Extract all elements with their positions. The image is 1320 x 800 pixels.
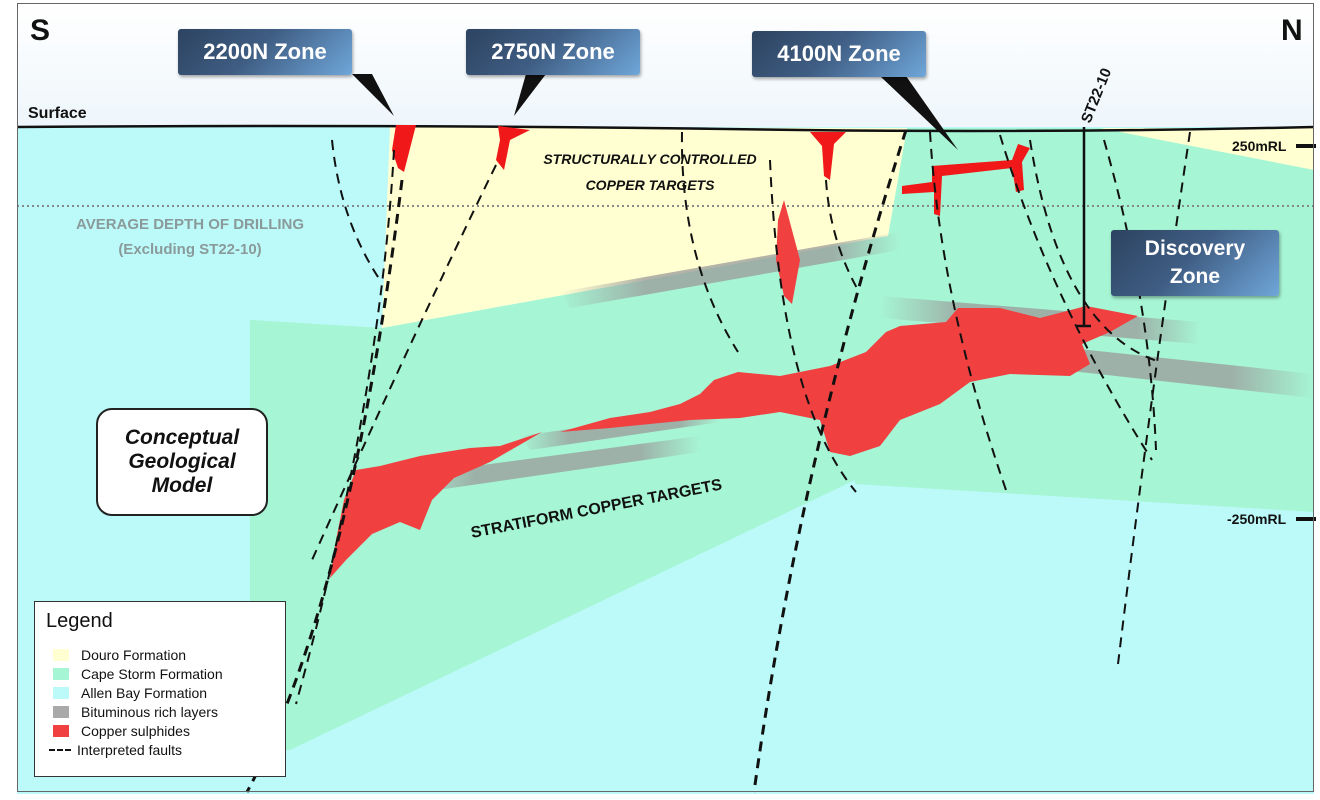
bituminous-layer	[400, 436, 700, 494]
fault-line	[311, 164, 497, 561]
fault-line	[929, 131, 1007, 491]
structural-targets-sublabel: COPPER TARGETS	[586, 177, 716, 193]
concept-line-3: Model	[151, 474, 213, 497]
fault-line	[1103, 139, 1157, 451]
legend-label: Bituminous rich layers	[81, 703, 218, 720]
zone-2200n-callout: 2200N Zone	[178, 29, 352, 75]
fault-line	[295, 149, 395, 705]
legend-label: Douro Formation	[81, 646, 187, 663]
fault-line	[825, 179, 859, 291]
douro-swatch	[53, 648, 69, 661]
legend-item-copper: Copper sulphides	[53, 722, 190, 739]
copper-sulphide-body	[560, 306, 1138, 456]
zone-2750n-label: 2750N Zone	[491, 39, 615, 64]
douro-formation-main	[382, 127, 907, 328]
legend-label: Copper sulphides	[81, 722, 190, 739]
legend-title: Legend	[46, 610, 113, 632]
conceptual-model-box: Conceptual Geological Model	[96, 408, 268, 516]
legend-label: Cape Storm Formation	[81, 665, 223, 682]
copper-sulphide-pod	[496, 126, 530, 170]
legend-item-douro: Douro Formation	[53, 646, 186, 663]
zone-4100n-label: 4100N Zone	[777, 41, 901, 66]
surface-label: Surface	[28, 105, 87, 122]
bituminous-swatch	[53, 705, 69, 718]
copper-sulphide-pod	[810, 132, 846, 180]
fault-line	[331, 139, 381, 281]
zone-pointer	[880, 76, 958, 150]
average-depth-label: AVERAGE DEPTH OF DRILLING	[76, 216, 304, 233]
discovery-zone-label: Discovery	[1144, 237, 1246, 260]
copper-sulphide-pod	[902, 144, 1030, 216]
legend-item-faults: Interpreted faults	[49, 741, 182, 758]
discovery-zone-sublabel: Zone	[1169, 265, 1221, 288]
discovery-zone-callout: Discovery Zone	[1111, 230, 1279, 296]
structural-targets-label: STRUCTURALLY CONTROLLED	[543, 151, 756, 167]
north-label: N	[1281, 14, 1303, 47]
concept-line-2: Geological	[128, 450, 236, 473]
legend-label: Interpreted faults	[77, 741, 183, 758]
fault-line	[1117, 131, 1191, 665]
bituminous-layer	[560, 232, 900, 308]
south-label: S	[30, 14, 51, 47]
copper-sulphide-pod	[392, 125, 416, 172]
zone-2750n-callout: 2750N Zone	[466, 29, 640, 75]
legend-item-allen-bay: Allen Bay Formation	[53, 684, 207, 701]
average-depth-sublabel: (Excluding ST22-10)	[118, 241, 261, 258]
fault-line	[752, 129, 908, 793]
zone-pointer	[352, 74, 394, 116]
surface-line	[16, 124, 1315, 133]
allen-bay-swatch	[53, 686, 69, 699]
zone-pointer	[514, 74, 546, 116]
legend: Legend Douro Formation Cape Storm Format…	[34, 601, 286, 777]
concept-line-1: Conceptual	[124, 426, 240, 449]
copper-swatch	[53, 724, 69, 737]
copper-sulphide-body	[330, 432, 542, 578]
dashed-line-icon	[49, 748, 71, 751]
rl-label-bottom: -250mRL	[1227, 511, 1287, 527]
cape-storm-swatch	[53, 667, 69, 680]
copper-sulphide-pod	[776, 200, 800, 304]
zone-4100n-callout: 4100N Zone	[752, 31, 926, 77]
legend-label: Allen Bay Formation	[81, 684, 208, 701]
cape-storm-formation	[250, 128, 1314, 750]
rl-label-top: 250mRL	[1232, 138, 1287, 154]
legend-item-bituminous: Bituminous rich layers	[53, 703, 218, 720]
fault-line	[769, 159, 857, 493]
fault-line	[680, 131, 739, 353]
zone-2200n-label: 2200N Zone	[203, 39, 327, 64]
fault-line	[999, 134, 1153, 461]
legend-item-cape-storm: Cape Storm Formation	[53, 665, 223, 682]
douro-formation-east	[1100, 128, 1314, 170]
fault-line	[1029, 139, 1161, 363]
